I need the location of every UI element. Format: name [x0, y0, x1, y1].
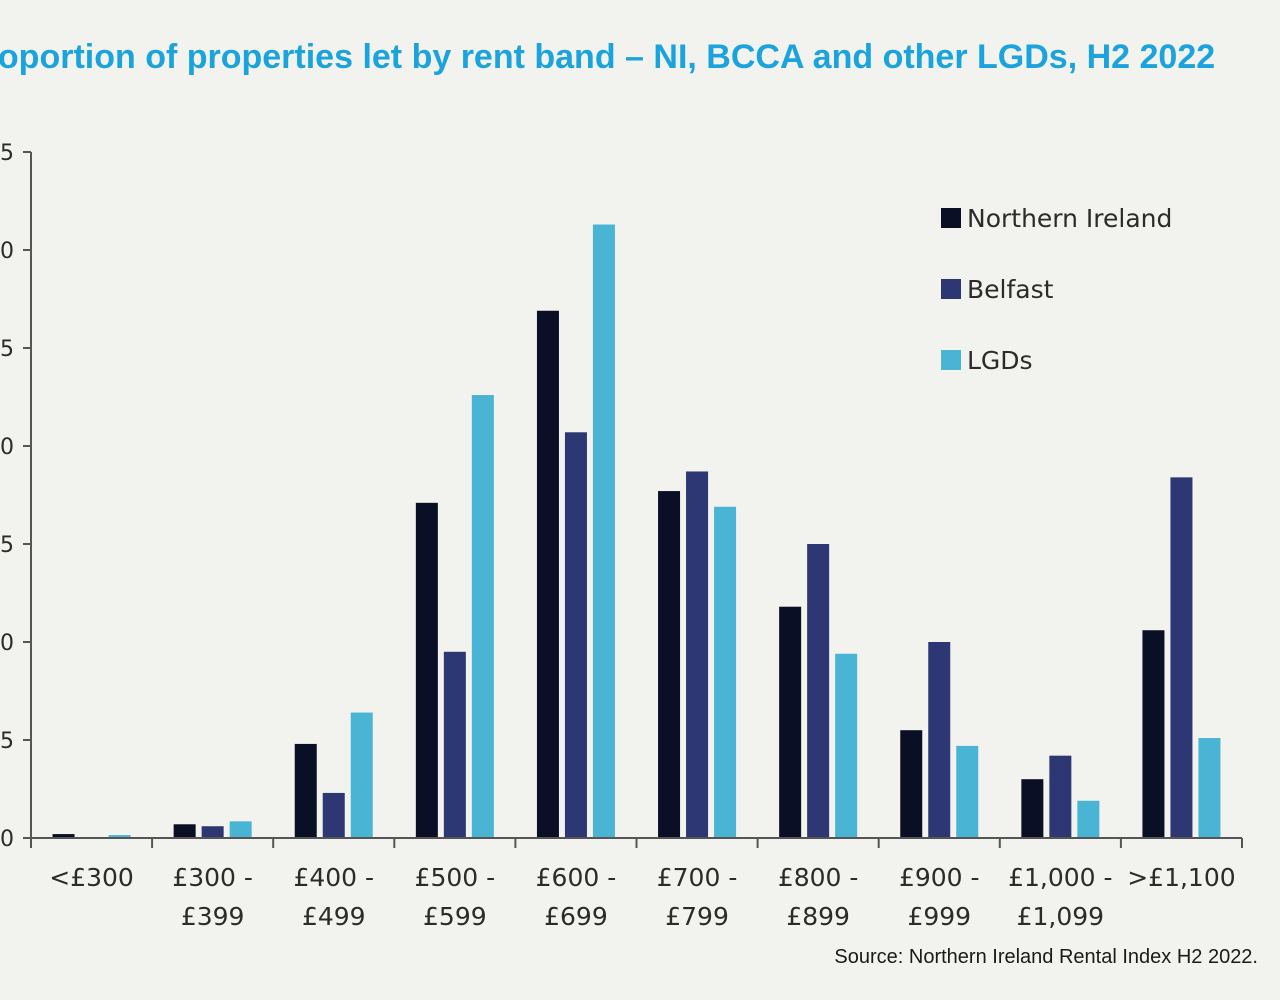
x-tick-label: £1,000 - — [1008, 863, 1112, 892]
bar — [592, 224, 615, 838]
legend-swatch — [941, 350, 961, 370]
y-tick-label: 0 — [0, 827, 14, 852]
bar — [536, 310, 559, 838]
bar — [1170, 477, 1193, 838]
legend-label: Belfast — [967, 275, 1054, 304]
legend-swatch — [941, 279, 961, 299]
bar — [564, 432, 587, 838]
x-tick-label: £999 — [907, 902, 971, 931]
bar — [294, 743, 317, 838]
x-tick-label: £400 - — [293, 863, 374, 892]
x-tick-label: £1,099 — [1017, 902, 1104, 931]
bar — [835, 653, 858, 838]
bar — [1021, 779, 1044, 838]
legend-label: Northern Ireland — [967, 204, 1172, 233]
x-tick-label: £700 - — [657, 863, 738, 892]
bar — [714, 506, 737, 838]
bar — [686, 471, 709, 838]
legend-swatch — [941, 208, 961, 228]
bar — [350, 712, 373, 838]
bar — [1077, 800, 1100, 838]
x-tick-label: £300 - — [172, 863, 253, 892]
y-tick-label: 5 — [0, 729, 14, 754]
bar — [173, 824, 196, 838]
bar — [108, 835, 131, 838]
bar — [928, 642, 951, 838]
bar — [900, 730, 923, 838]
x-tick-label: £800 - — [778, 863, 859, 892]
bar — [807, 544, 830, 838]
bar — [956, 745, 979, 838]
x-tick-label: £499 — [302, 902, 366, 931]
x-tick-label: >£1,100 — [1127, 863, 1235, 892]
x-tick-label: £399 — [181, 902, 245, 931]
legend-label: LGDs — [967, 346, 1033, 375]
x-tick-label: £600 - — [536, 863, 617, 892]
chart-title: Proportion of properties let by rent ban… — [0, 38, 1216, 76]
bar — [658, 491, 681, 838]
bar — [1049, 755, 1072, 838]
x-tick-label: £599 — [423, 902, 487, 931]
x-tick-label: £899 — [786, 902, 850, 931]
y-tick-label: 15 — [0, 533, 14, 558]
x-tick-label: £799 — [665, 902, 729, 931]
y-tick-label: 10 — [0, 631, 14, 656]
bar — [1142, 630, 1165, 838]
y-tick-label: 30 — [0, 239, 14, 264]
bar — [1198, 738, 1221, 838]
y-tick-label: 25 — [0, 337, 14, 362]
x-tick-label: £900 - — [899, 863, 980, 892]
bar — [415, 502, 438, 838]
bar — [322, 792, 345, 838]
bar — [201, 826, 224, 838]
x-tick-label: <£300 — [49, 863, 134, 892]
y-tick-label: 35 — [0, 141, 14, 166]
bar — [779, 606, 802, 838]
y-tick-label: 20 — [0, 435, 14, 460]
x-tick-label: £699 — [544, 902, 608, 931]
x-tick-label: £500 - — [415, 863, 496, 892]
bar — [443, 651, 466, 838]
bar — [471, 395, 494, 838]
source-note: Source: Northern Ireland Rental Index H2… — [834, 946, 1258, 968]
bar — [52, 834, 75, 838]
bar — [229, 821, 252, 838]
